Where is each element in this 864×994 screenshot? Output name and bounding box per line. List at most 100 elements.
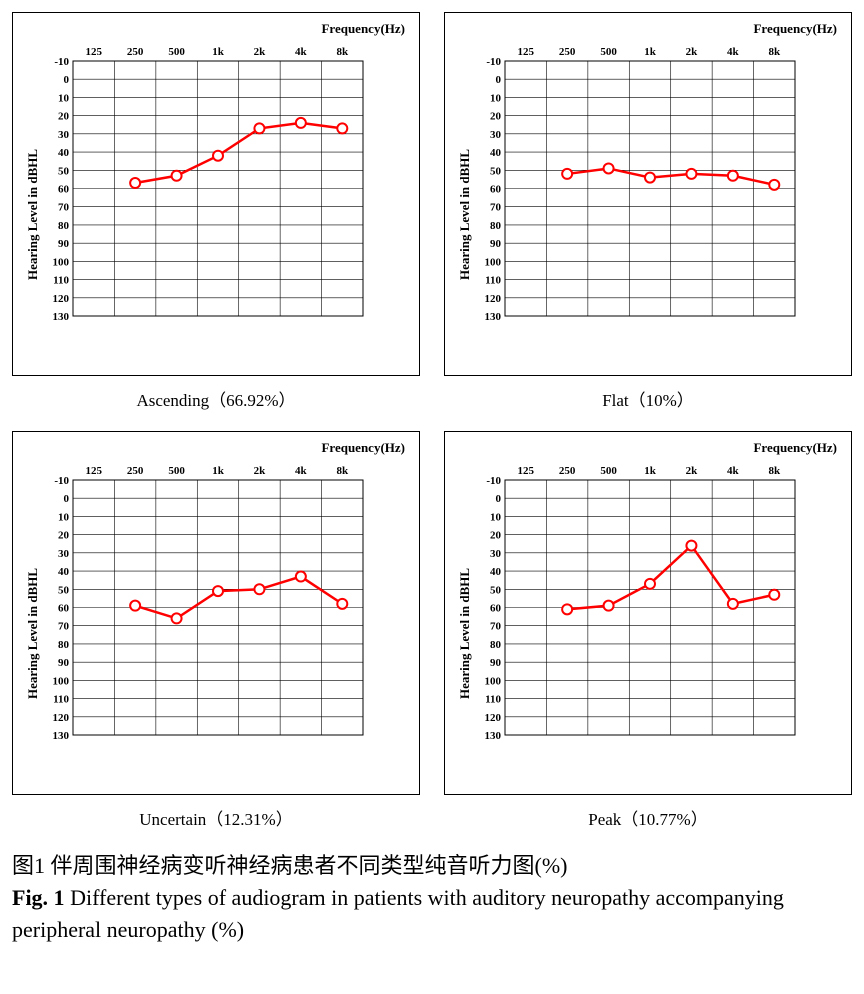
data-marker xyxy=(604,601,614,611)
figure-caption: 图1 伴周围神经病变听神经病患者不同类型纯音听力图(%) Fig. 1 Diff… xyxy=(12,850,852,946)
x-tick-label: 8k xyxy=(336,465,349,477)
data-marker xyxy=(645,173,655,183)
x-tick-label: 500 xyxy=(600,465,617,477)
panel-caption: Ascending（66.92%） xyxy=(12,386,420,411)
audiogram-chart: 1252505001k2k4k8k-1001020304050607080901… xyxy=(43,458,383,788)
y-axis-title: Hearing Level in dBHL xyxy=(455,59,475,369)
audiogram-chart: 1252505001k2k4k8k-1001020304050607080901… xyxy=(475,39,815,369)
data-marker xyxy=(769,180,779,190)
y-tick-label: 50 xyxy=(490,584,502,596)
y-tick-label: 120 xyxy=(53,712,70,724)
data-marker xyxy=(254,584,264,594)
y-tick-label: 90 xyxy=(490,238,502,250)
x-tick-label: 2k xyxy=(254,46,267,58)
x-tick-label: 250 xyxy=(127,465,144,477)
panel-caption: Peak（10.77%） xyxy=(444,805,852,830)
y-tick-label: 100 xyxy=(485,675,502,687)
y-tick-label: 120 xyxy=(53,293,70,305)
y-tick-label: 60 xyxy=(490,603,502,615)
y-tick-label: 0 xyxy=(64,493,70,505)
x-tick-label: 1k xyxy=(212,465,225,477)
y-tick-label: 30 xyxy=(58,129,70,141)
audiogram-panel: Frequency(Hz)Hearing Level in dBHL125250… xyxy=(444,12,852,376)
x-tick-label: 8k xyxy=(336,46,349,58)
y-tick-label: -10 xyxy=(486,475,501,487)
y-tick-label: 0 xyxy=(496,493,502,505)
panel-holder: Frequency(Hz) Hearing Level in dBHL 125 250… xyxy=(12,12,420,411)
y-tick-label: 60 xyxy=(58,603,70,615)
data-marker xyxy=(562,604,572,614)
y-tick-label: 80 xyxy=(58,639,70,651)
y-tick-label: 130 xyxy=(485,730,502,742)
data-marker xyxy=(172,171,182,181)
y-tick-label: 130 xyxy=(53,730,70,742)
y-axis-title: Hearing Level in dBHL xyxy=(23,478,43,788)
data-marker xyxy=(130,178,140,188)
y-tick-label: 10 xyxy=(490,511,502,523)
frequency-title: Frequency(Hz) xyxy=(455,440,841,456)
y-tick-label: 60 xyxy=(58,184,70,196)
y-tick-label: 40 xyxy=(490,566,502,578)
data-marker xyxy=(562,169,572,179)
x-tick-label: 250 xyxy=(559,46,576,58)
audiogram-panel: Frequency(Hz) Hearing Level in dBHL 125 250… xyxy=(12,431,420,795)
x-tick-label: 500 xyxy=(168,46,185,58)
y-tick-label: 90 xyxy=(490,657,502,669)
y-tick-label: 60 xyxy=(490,184,502,196)
panel-caption: Flat（10%） xyxy=(444,386,852,411)
y-tick-label: 90 xyxy=(58,238,70,250)
panel-holder: Frequency(Hz) Hearing Level in dBHL 125 250… xyxy=(12,431,420,830)
x-tick-label: 125 xyxy=(517,465,534,477)
y-tick-label: 10 xyxy=(58,92,70,104)
y-tick-label: 30 xyxy=(490,129,502,141)
x-tick-label: 125 xyxy=(85,465,102,477)
y-tick-label: 110 xyxy=(485,275,501,287)
y-tick-label: 20 xyxy=(58,111,70,123)
audiogram-panel: Frequency(Hz)Hearing Level in dBHL125250… xyxy=(444,431,852,795)
x-tick-label: 4k xyxy=(727,465,740,477)
x-tick-label: 500 xyxy=(600,46,617,58)
data-marker xyxy=(213,586,223,596)
x-tick-label: 1k xyxy=(212,46,225,58)
audiogram-chart: 1252505001k2k4k8k-1001020304050607080901… xyxy=(475,458,815,788)
y-tick-label: -10 xyxy=(486,56,501,68)
y-tick-label: 100 xyxy=(53,675,70,687)
data-marker xyxy=(728,599,738,609)
caption-en-text: Different types of audiogram in patients… xyxy=(12,885,784,942)
y-tick-label: 120 xyxy=(485,712,502,724)
frequency-title: Frequency(Hz) xyxy=(23,21,409,37)
x-tick-label: 4k xyxy=(295,46,308,58)
y-tick-label: 10 xyxy=(490,92,502,104)
y-tick-label: 50 xyxy=(58,165,70,177)
y-tick-label: 70 xyxy=(58,202,70,214)
x-tick-label: 2k xyxy=(686,46,699,58)
frequency-title: Frequency(Hz) xyxy=(23,440,409,456)
x-tick-label: 250 xyxy=(127,46,144,58)
x-tick-label: 125 xyxy=(85,46,102,58)
y-tick-label: 110 xyxy=(53,694,69,706)
y-tick-label: 50 xyxy=(58,584,70,596)
y-axis-title: Hearing Level in dBHL xyxy=(455,478,475,788)
frequency-title: Frequency(Hz) xyxy=(455,21,841,37)
y-tick-label: 80 xyxy=(58,220,70,232)
x-tick-label: 500 xyxy=(168,465,185,477)
panel-holder: Frequency(Hz)Hearing Level in dBHL125250… xyxy=(444,431,852,830)
y-tick-label: 0 xyxy=(64,74,70,86)
x-tick-label: 1k xyxy=(644,465,657,477)
y-tick-label: 40 xyxy=(490,147,502,159)
y-tick-label: 80 xyxy=(490,639,502,651)
y-tick-label: -10 xyxy=(54,475,69,487)
y-tick-label: 110 xyxy=(485,694,501,706)
y-tick-label: 100 xyxy=(53,256,70,268)
data-marker xyxy=(337,123,347,133)
y-tick-label: 30 xyxy=(490,548,502,560)
y-tick-label: 130 xyxy=(485,311,502,323)
data-marker xyxy=(686,541,696,551)
y-tick-label: 110 xyxy=(53,275,69,287)
x-tick-label: 4k xyxy=(727,46,740,58)
x-tick-label: 4k xyxy=(295,465,308,477)
y-axis-title: Hearing Level in dBHL xyxy=(23,59,43,369)
y-tick-label: 20 xyxy=(490,530,502,542)
x-tick-label: 2k xyxy=(686,465,699,477)
caption-cn-label: 图1 xyxy=(12,853,45,878)
